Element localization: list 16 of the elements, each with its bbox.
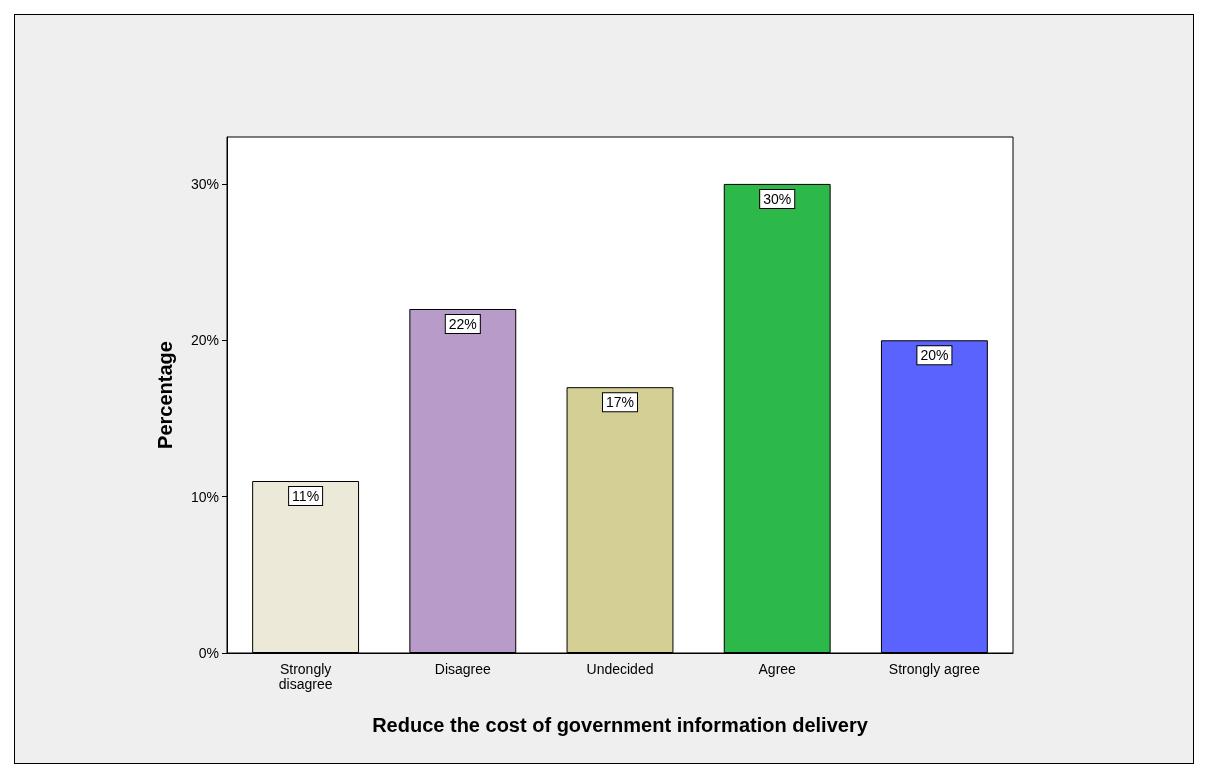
y-tick-label: 10% xyxy=(190,488,219,505)
y-tick-label: 0% xyxy=(198,645,219,661)
data-label: 22% xyxy=(448,316,477,332)
y-tick-label: 30% xyxy=(190,175,219,192)
y-axis-title: Percentage xyxy=(154,341,176,449)
x-tick-label: Strongly disagree xyxy=(278,660,333,692)
data-label: 11% xyxy=(292,488,320,504)
x-tick-label: Strongly agree xyxy=(888,660,981,677)
x-tick-label: Agree xyxy=(758,660,797,677)
x-tick-label: Undecided xyxy=(586,660,654,677)
data-label: 30% xyxy=(763,190,792,207)
x-tick-label: Disagree xyxy=(434,660,492,677)
y-tick-label: 20% xyxy=(190,332,219,349)
x-axis-title: Reduce the cost of government information delivery xyxy=(372,714,869,736)
data-label: 20% xyxy=(920,347,949,364)
data-label: 17% xyxy=(605,394,635,411)
